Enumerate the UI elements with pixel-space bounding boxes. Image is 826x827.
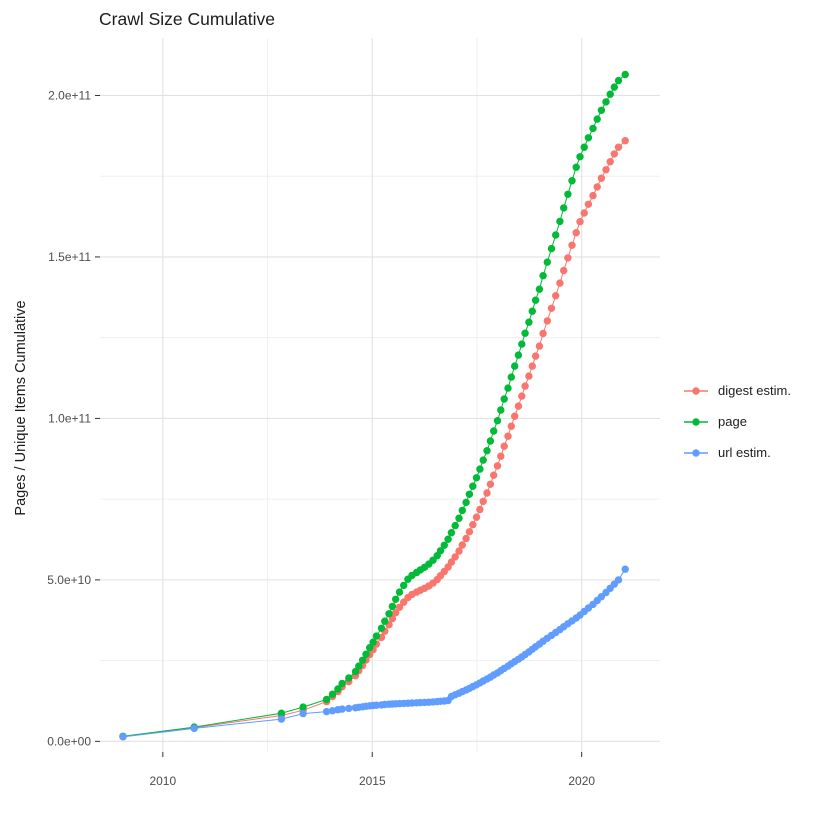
legend-item-page: page xyxy=(683,406,791,437)
chart-title: Crawl Size Cumulative xyxy=(99,9,276,29)
y-tick-label: 2.0e+11 xyxy=(48,89,91,103)
x-tick-label: 2020 xyxy=(568,774,595,788)
series-page xyxy=(119,70,629,740)
legend-label: page xyxy=(718,414,747,429)
legend-item-digest-estim: digest estim. xyxy=(683,375,791,406)
legend-label: digest estim. xyxy=(718,383,791,398)
y-tick-label: 1.0e+11 xyxy=(48,411,91,425)
legend-key-icon xyxy=(684,386,708,395)
series-digest-estim- xyxy=(119,137,629,741)
y-tick-label: 5.0e+10 xyxy=(47,573,91,587)
legend-key-icon xyxy=(684,448,708,457)
y-axis-tick-labels: 0.0e+00 5.0e+10 1.0e+11 1.5e+11 2.0e+11 xyxy=(47,89,91,749)
y-axis-title: Pages / Unique Items Cumulative xyxy=(13,300,29,516)
x-tick-label: 2010 xyxy=(149,774,176,788)
legend-item-url-estim: url estim. xyxy=(683,437,791,468)
x-tick-label: 2015 xyxy=(359,774,386,788)
legend-key-icon xyxy=(684,417,708,426)
y-tick-label: 1.5e+11 xyxy=(48,250,91,264)
data-series xyxy=(119,70,629,741)
y-tick-label: 0.0e+00 xyxy=(47,734,91,748)
x-axis-tick-labels: 2010 2015 2020 xyxy=(149,774,595,788)
axis-ticks xyxy=(95,94,583,757)
legend-label: url estim. xyxy=(718,445,771,460)
series-url-estim- xyxy=(119,565,629,741)
legend: digest estim. page url estim. xyxy=(683,375,791,468)
